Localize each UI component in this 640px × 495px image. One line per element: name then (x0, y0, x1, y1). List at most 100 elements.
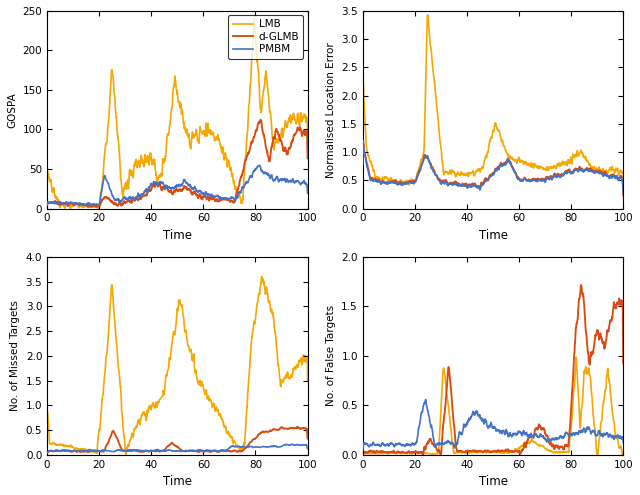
LMB (375, 174, 383, 180)
d-GLMB (44, 202, 51, 208)
d-GLMB (359, 164, 367, 170)
PMBM (291, 442, 299, 448)
LMB (304, 378, 312, 384)
LMB (424, 12, 431, 18)
Line: d-GLMB: d-GLMB (363, 285, 623, 454)
PMBM (572, 431, 579, 437)
Y-axis label: No. of Missed Targets: No. of Missed Targets (10, 300, 20, 411)
LMB (589, 413, 597, 419)
d-GLMB (246, 440, 254, 446)
PMBM (620, 440, 627, 446)
d-GLMB (562, 168, 570, 174)
LMB (562, 449, 570, 455)
Line: LMB: LMB (363, 357, 623, 454)
PMBM (256, 445, 264, 450)
LMB (589, 164, 597, 170)
PMBM (291, 179, 299, 185)
Line: PMBM: PMBM (47, 445, 308, 453)
d-GLMB (257, 117, 264, 123)
d-GLMB (589, 346, 597, 352)
d-GLMB (572, 329, 579, 335)
PMBM (256, 162, 264, 168)
PMBM (375, 442, 383, 448)
d-GLMB (607, 172, 614, 178)
PMBM (607, 433, 614, 439)
PMBM (246, 444, 254, 449)
d-GLMB (273, 427, 281, 433)
LMB (96, 425, 104, 431)
PMBM (589, 428, 597, 434)
LMB (59, 442, 67, 447)
LMB (375, 451, 383, 457)
d-GLMB (412, 449, 419, 455)
PMBM (273, 444, 281, 450)
LMB (258, 274, 266, 280)
d-GLMB (256, 118, 264, 124)
d-GLMB (304, 436, 312, 442)
LMB (572, 153, 580, 159)
LMB (67, 205, 74, 211)
X-axis label: Time: Time (163, 229, 192, 242)
Line: PMBM: PMBM (363, 141, 623, 193)
d-GLMB (419, 451, 427, 457)
LMB (274, 137, 282, 143)
X-axis label: Time: Time (479, 229, 508, 242)
Y-axis label: Normalised Location Error: Normalised Location Error (326, 42, 336, 178)
d-GLMB (577, 282, 585, 288)
LMB (246, 81, 254, 87)
PMBM (59, 447, 67, 453)
Line: d-GLMB: d-GLMB (47, 120, 308, 207)
LMB (291, 117, 299, 123)
PMBM (607, 173, 614, 179)
PMBM (59, 200, 67, 206)
LMB (44, 186, 51, 192)
d-GLMB (274, 129, 282, 135)
d-GLMB (304, 155, 312, 161)
LMB (607, 168, 615, 174)
Line: LMB: LMB (47, 277, 308, 454)
PMBM (359, 161, 367, 167)
Line: PMBM: PMBM (363, 399, 623, 449)
Line: d-GLMB: d-GLMB (47, 427, 308, 452)
d-GLMB (589, 168, 597, 174)
LMB (304, 142, 312, 148)
LMB (246, 354, 254, 360)
PMBM (412, 179, 420, 185)
PMBM (289, 442, 296, 447)
Line: PMBM: PMBM (47, 165, 308, 205)
LMB (256, 286, 264, 292)
d-GLMB (607, 317, 615, 323)
PMBM (620, 190, 627, 196)
d-GLMB (256, 431, 264, 437)
Line: LMB: LMB (47, 19, 308, 208)
PMBM (360, 138, 367, 144)
PMBM (572, 167, 579, 173)
d-GLMB (412, 178, 420, 184)
Line: LMB: LMB (363, 15, 623, 185)
PMBM (562, 170, 570, 176)
Line: d-GLMB: d-GLMB (363, 144, 623, 195)
LMB (412, 450, 419, 456)
d-GLMB (291, 131, 299, 137)
PMBM (44, 202, 51, 208)
d-GLMB (620, 192, 627, 198)
LMB (359, 138, 367, 144)
Y-axis label: GOSPA: GOSPA (7, 92, 17, 128)
PMBM (96, 448, 104, 454)
Legend: LMB, d-GLMB, PMBM: LMB, d-GLMB, PMBM (228, 15, 303, 58)
d-GLMB (84, 204, 92, 210)
LMB (359, 451, 367, 457)
LMB (593, 451, 601, 457)
LMB (251, 16, 259, 22)
LMB (563, 159, 570, 165)
X-axis label: Time: Time (479, 475, 508, 488)
d-GLMB (375, 449, 383, 455)
LMB (97, 194, 104, 199)
d-GLMB (572, 165, 579, 171)
d-GLMB (620, 360, 627, 366)
d-GLMB (360, 141, 367, 147)
LMB (291, 365, 299, 371)
LMB (122, 451, 130, 457)
PMBM (359, 446, 367, 452)
d-GLMB (246, 144, 254, 150)
